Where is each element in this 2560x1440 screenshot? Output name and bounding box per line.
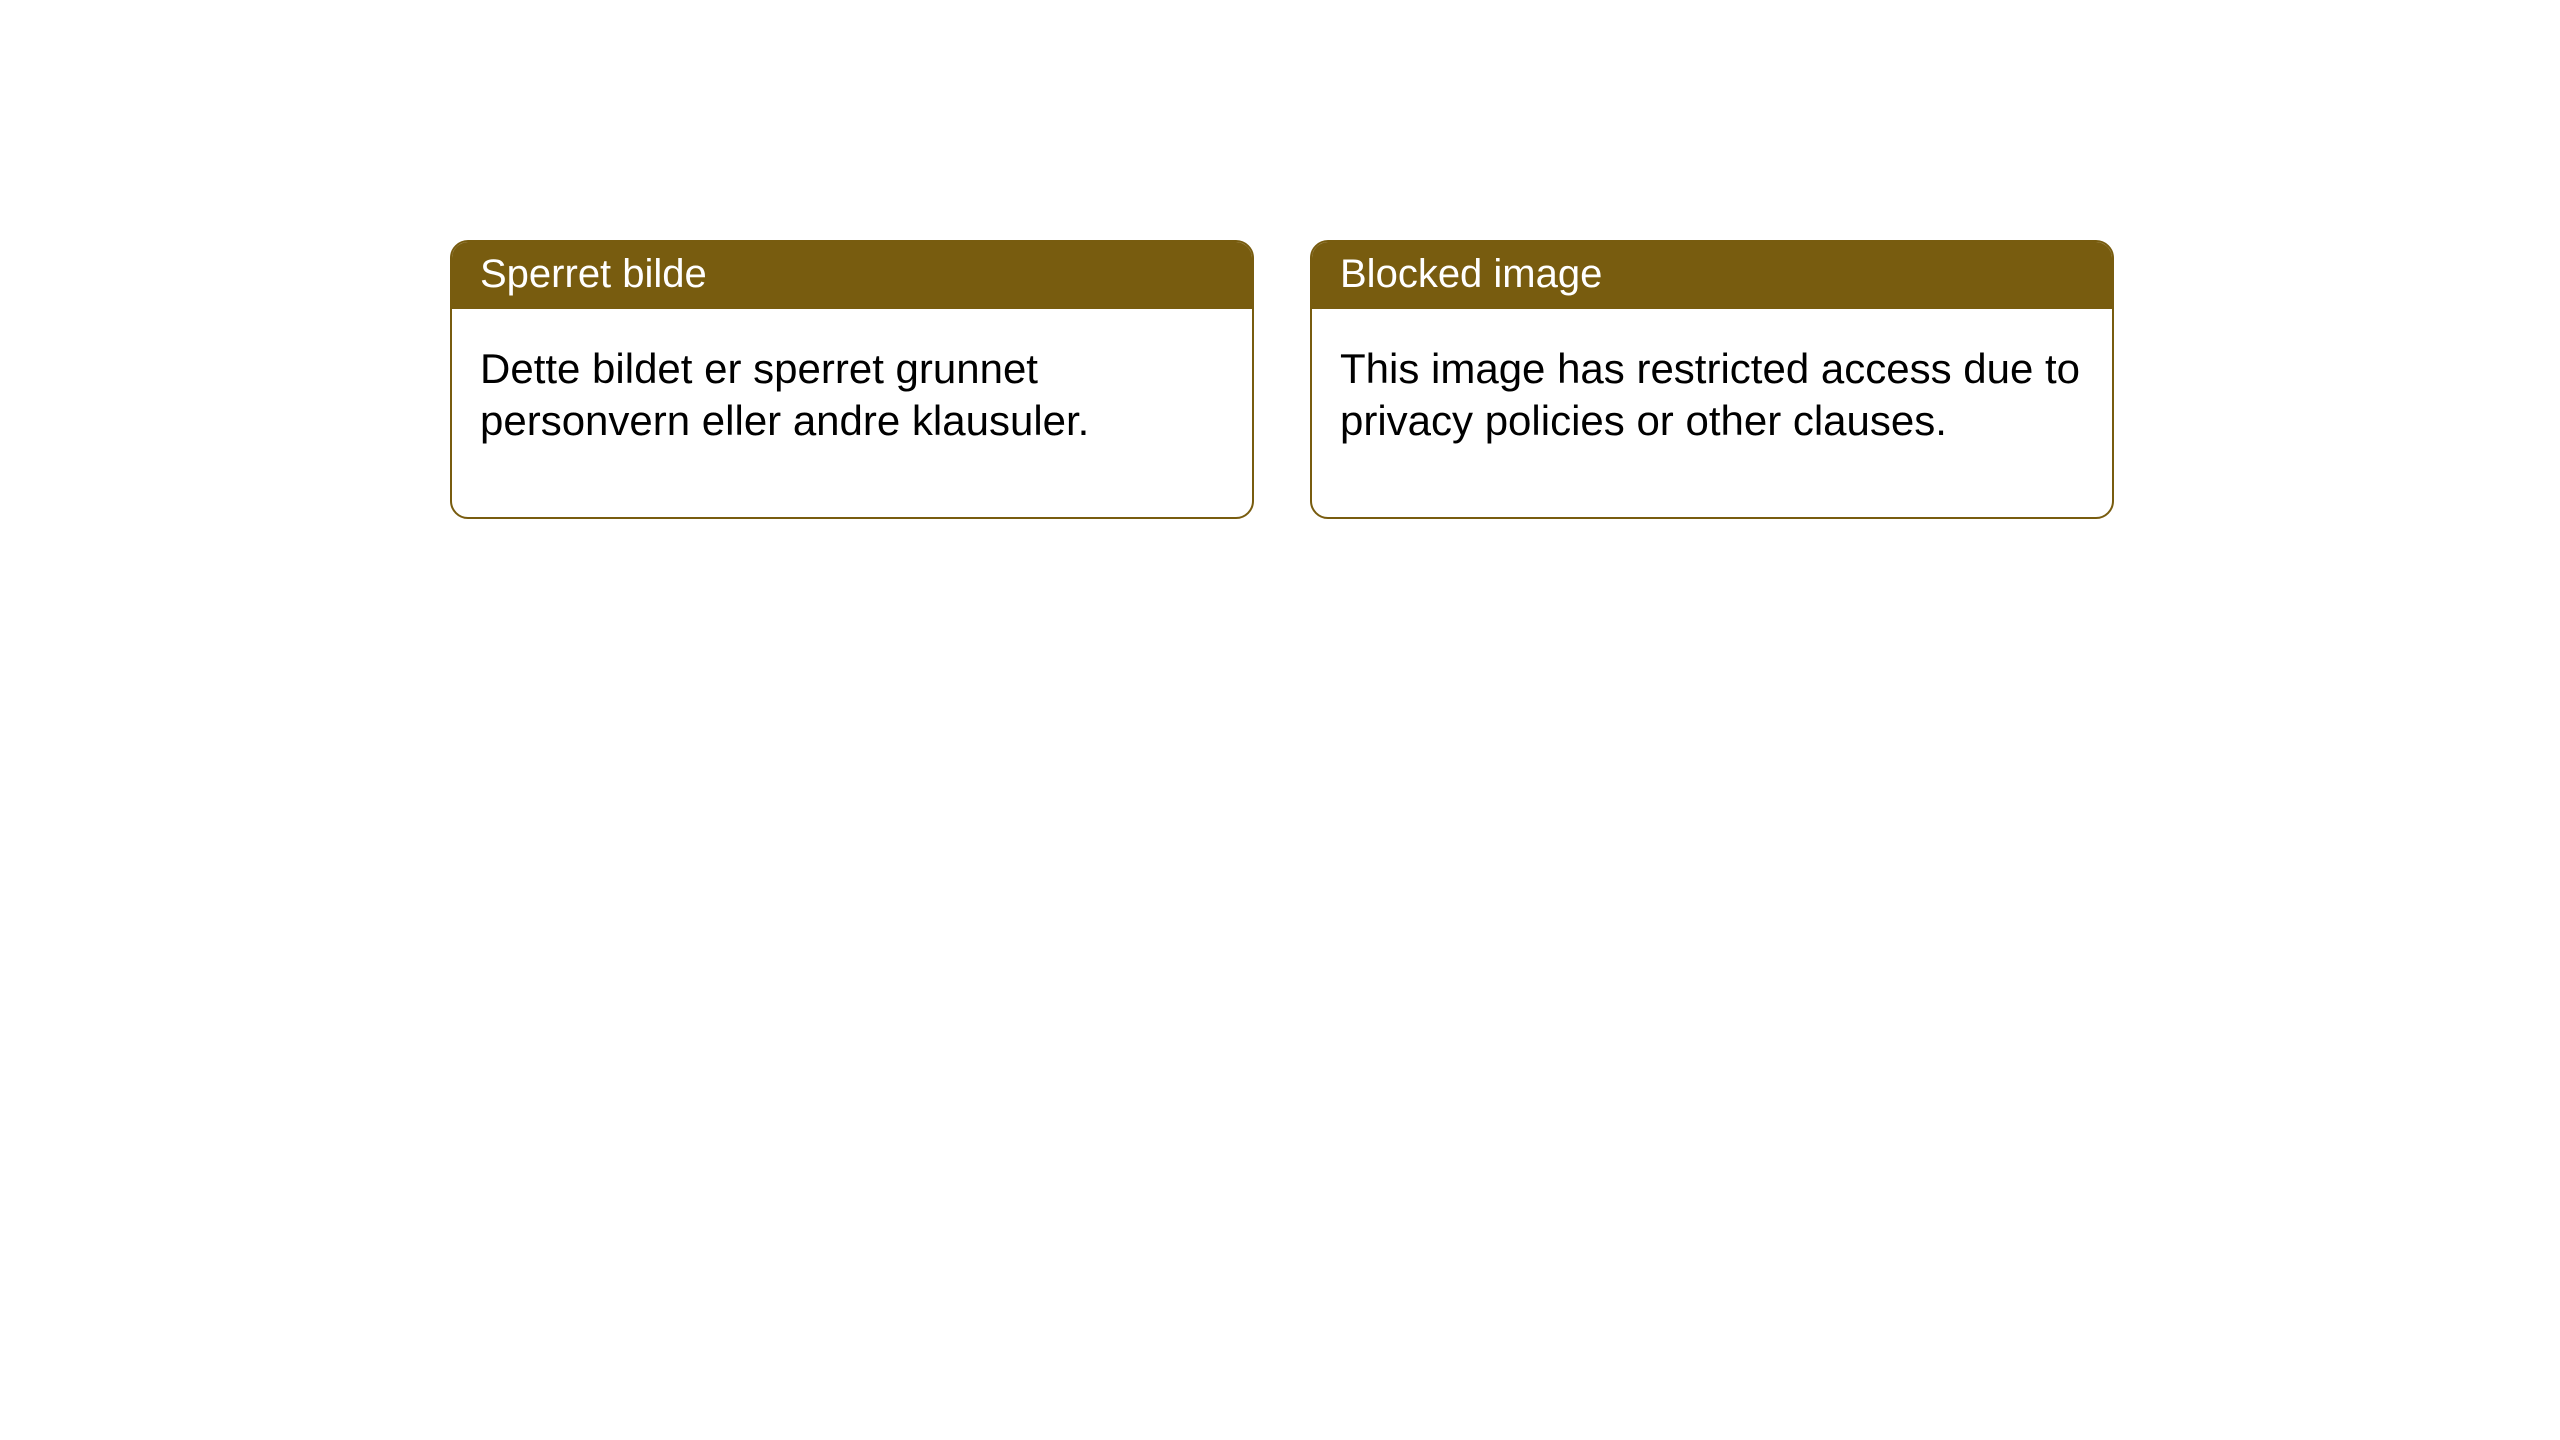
notice-container: Sperret bilde Dette bildet er sperret gr…: [0, 0, 2560, 519]
notice-card-en: Blocked image This image has restricted …: [1310, 240, 2114, 519]
notice-card-title: Sperret bilde: [452, 242, 1252, 309]
notice-card-message: Dette bildet er sperret grunnet personve…: [452, 309, 1252, 517]
notice-card-message: This image has restricted access due to …: [1312, 309, 2112, 517]
notice-card-title: Blocked image: [1312, 242, 2112, 309]
notice-card-no: Sperret bilde Dette bildet er sperret gr…: [450, 240, 1254, 519]
